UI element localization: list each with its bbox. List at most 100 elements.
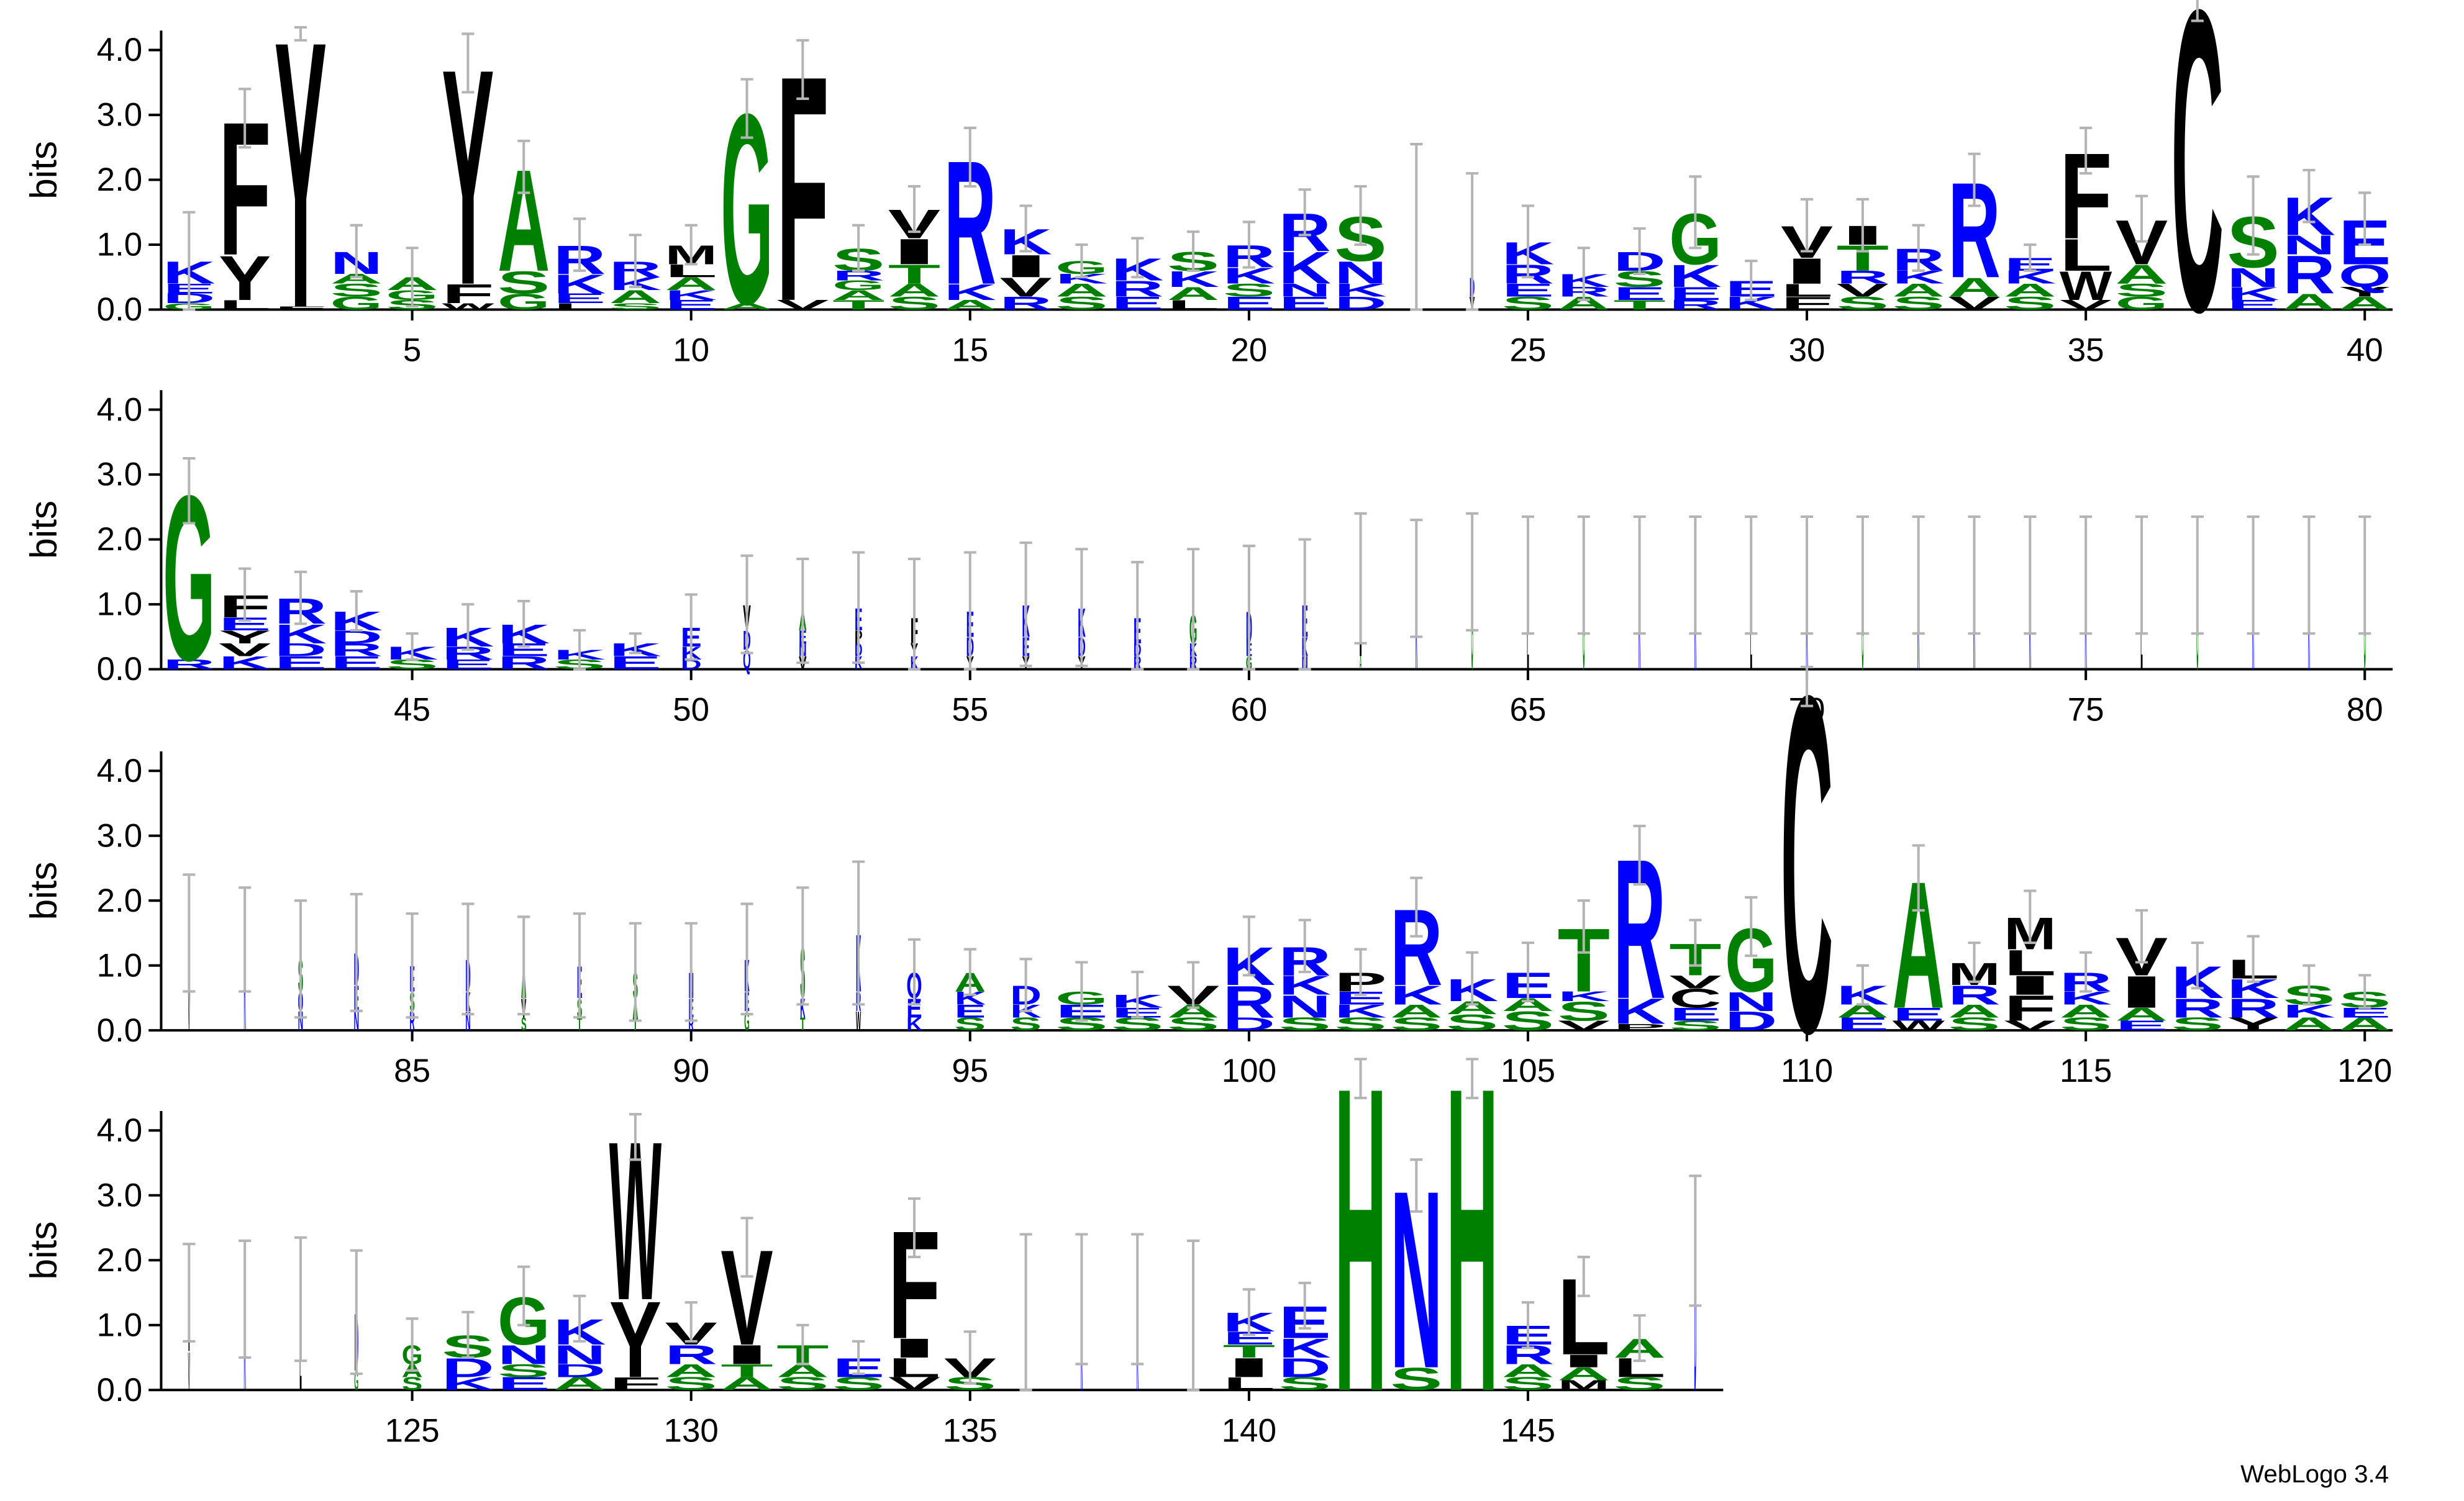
logo-letter: A bbox=[2339, 293, 2391, 314]
x-tick-label: 145 bbox=[1501, 1412, 1555, 1449]
x-tick-label: 10 bbox=[673, 332, 709, 369]
logo-letter: R bbox=[1669, 297, 1721, 312]
logo-letter: D bbox=[1725, 1006, 1777, 1036]
logo-letter: S bbox=[402, 1374, 423, 1394]
logo-letter: K bbox=[1390, 980, 1442, 1010]
logo-letter: A bbox=[2283, 1014, 2335, 1035]
logo-letter: V bbox=[776, 297, 829, 312]
logo-letter: K bbox=[1278, 970, 1330, 1000]
logo-letter: S bbox=[1502, 1006, 1554, 1036]
logo-letter: Q bbox=[2339, 258, 2391, 294]
x-tick-label: 130 bbox=[664, 1412, 719, 1449]
logo-letter: E bbox=[498, 1374, 550, 1394]
logo-letter: V bbox=[2060, 297, 2112, 312]
logo-letter: C bbox=[2171, 0, 2224, 401]
logo-letter: G bbox=[330, 293, 383, 314]
logo-letter: R bbox=[498, 653, 550, 673]
logo-letter: S bbox=[888, 293, 940, 314]
logo-letter: S bbox=[665, 1374, 717, 1394]
y-tick-label: 3.0 bbox=[97, 97, 143, 134]
logo-letter: S bbox=[1010, 1014, 1042, 1035]
logo-letter: T bbox=[721, 1361, 773, 1381]
logo-letter: A bbox=[553, 1374, 606, 1394]
logo-letter: I bbox=[721, 1340, 773, 1370]
logo-letter: S bbox=[1446, 1010, 1498, 1035]
logo-letter: N bbox=[1278, 280, 1330, 301]
logo-letter: D bbox=[1278, 1353, 1330, 1383]
logo-letter: N bbox=[1725, 986, 1777, 1017]
logo-letter: L bbox=[888, 1353, 940, 1383]
logo-letter: F bbox=[442, 279, 494, 309]
logo-letter: S bbox=[1278, 1014, 1330, 1035]
logo-letter: G bbox=[354, 1366, 358, 1396]
y-tick-label: 3.0 bbox=[97, 456, 143, 493]
logo-letter: S bbox=[1278, 1374, 1330, 1394]
logo-letter: W bbox=[1892, 1018, 1945, 1033]
logo-letter: S bbox=[1055, 293, 1107, 314]
footer: WebLogo 3.4 bbox=[2240, 1460, 2389, 1488]
logo-letter: E bbox=[1111, 293, 1163, 314]
x-tick-label: 95 bbox=[952, 1053, 988, 1089]
logo-letter: N bbox=[465, 1006, 470, 1036]
logo-letter: A bbox=[832, 288, 884, 302]
logo-letter: K bbox=[944, 279, 996, 305]
logo-letter: S bbox=[498, 265, 550, 300]
logo-letter: K bbox=[1558, 989, 1610, 1004]
logo-letter: S bbox=[330, 280, 383, 301]
y-tick-label: 2.0 bbox=[97, 521, 143, 558]
logo-letter: S bbox=[1223, 280, 1275, 301]
logo-letter: R bbox=[2171, 993, 2224, 1023]
logo-letter: S bbox=[954, 1014, 986, 1035]
logo-letter: L bbox=[1167, 297, 1219, 312]
logo-letter: I bbox=[1781, 251, 1833, 291]
y-axis-label: bits bbox=[22, 141, 65, 199]
logo-letter: S bbox=[1390, 1361, 1442, 1397]
logo-letter: F bbox=[609, 1374, 661, 1394]
logo-letter: E bbox=[1502, 280, 1554, 301]
logo-letter: Y bbox=[219, 242, 271, 313]
logo-letter: N bbox=[1278, 989, 1330, 1024]
logo-letter: S bbox=[1558, 996, 1610, 1027]
x-tick-label: 85 bbox=[394, 1053, 430, 1089]
logo-letter: I bbox=[888, 231, 940, 271]
logo-letter: A bbox=[2339, 1014, 2391, 1035]
logo-letter: T bbox=[888, 259, 940, 289]
y-tick-label: 0.0 bbox=[97, 1012, 143, 1049]
logo-letter: T bbox=[832, 297, 884, 312]
logo-letter: E bbox=[553, 291, 606, 306]
logo-letter: T bbox=[800, 1014, 805, 1035]
logo-letter: A bbox=[888, 280, 940, 301]
logo-letter: I bbox=[999, 248, 1052, 284]
logo-letter: E bbox=[275, 653, 327, 673]
y-tick-label: 1.0 bbox=[97, 586, 143, 623]
x-tick-label: 5 bbox=[403, 332, 421, 369]
logo-letter: E bbox=[1837, 1014, 1889, 1035]
logo-letter: N bbox=[498, 1340, 550, 1370]
logo-letter: A bbox=[1948, 1001, 2000, 1022]
x-tick-label: 75 bbox=[2068, 692, 2104, 728]
logo-letter: K bbox=[1334, 1001, 1386, 1022]
logo-letter: E bbox=[1669, 1004, 1721, 1025]
logo-letter: M bbox=[1558, 1377, 1610, 1392]
logo-letter: E bbox=[1278, 293, 1330, 314]
logo-letter: K bbox=[1334, 280, 1386, 301]
logo-letter: L bbox=[1223, 1374, 1275, 1394]
logo-letter: V bbox=[1837, 280, 1889, 301]
logo-letter: K bbox=[553, 269, 606, 299]
logo-letter: K bbox=[1278, 1333, 1330, 1364]
x-tick-label: 15 bbox=[952, 332, 988, 369]
y-axis-label: bits bbox=[22, 1222, 65, 1280]
logo-letter: R bbox=[330, 640, 383, 660]
x-tick-label: 50 bbox=[673, 692, 709, 728]
logo-letter: S bbox=[1669, 1018, 1721, 1033]
logo-letter: S bbox=[1502, 293, 1554, 314]
logo-letter: L bbox=[553, 301, 606, 311]
y-tick-label: 2.0 bbox=[97, 1242, 143, 1279]
logo-letter: A bbox=[1390, 1001, 1442, 1022]
logo-letter: R bbox=[409, 1006, 414, 1036]
logo-letter: F bbox=[275, 306, 327, 311]
logo-letter: V bbox=[219, 640, 271, 660]
logo-letter: N bbox=[2283, 230, 2335, 260]
